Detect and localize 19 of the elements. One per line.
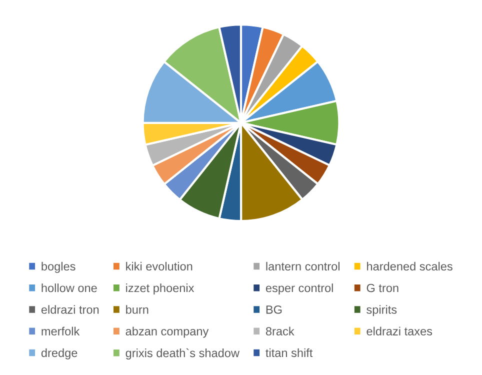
legend-label: kiki evolution — [126, 262, 192, 271]
legend-label: burn — [126, 305, 148, 314]
legend-label: esper control — [266, 284, 333, 295]
legend-label: merfolk — [42, 326, 80, 336]
legend-label: abzan company — [126, 326, 209, 338]
legend-label: G tron — [366, 284, 398, 292]
legend-label: lantern control — [266, 262, 340, 271]
legend-label: izzet phoenix — [126, 284, 194, 295]
legend-label: grixis death`s shadow — [126, 348, 240, 360]
legend-label: dredge — [41, 348, 78, 360]
legend-label: eldrazi tron — [41, 305, 99, 314]
legend-label: titan shift — [266, 348, 313, 358]
legend-label: eldrazi taxes — [366, 326, 432, 336]
legend-label: spirits — [366, 305, 397, 316]
legend-label: BG — [266, 305, 282, 314]
legend-label: bogles — [42, 262, 76, 273]
legend-label: hollow one — [42, 284, 97, 292]
legend-label: hardened scales — [367, 262, 452, 271]
legend-label: 8rack — [266, 326, 294, 336]
